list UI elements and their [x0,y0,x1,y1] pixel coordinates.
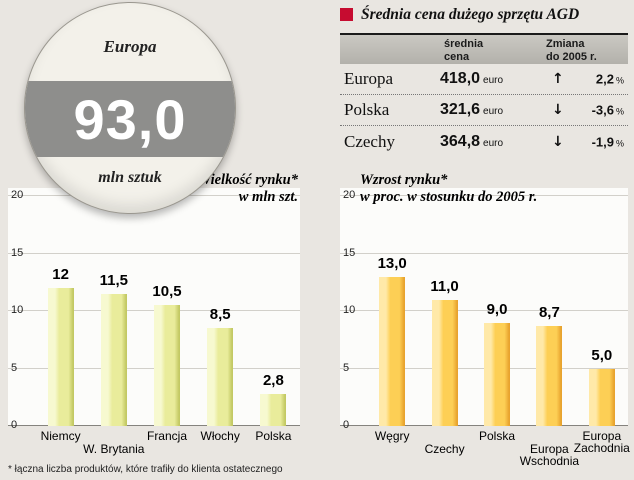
row-change-value: 2,2% [595,71,624,87]
y-axis-label: 10 [343,304,356,316]
bar-value-label: 8,7 [538,303,560,321]
bar [379,276,406,426]
y-axis-label: 10 [11,304,24,316]
y-axis-label: 15 [11,246,24,259]
y-axis-label: 5 [343,361,350,374]
row-currency-label: euro [483,75,504,87]
x-axis-label: W. Brytania [83,442,145,456]
trend-down-icon: ↓ [552,102,564,119]
column-header-change: Zmiana do 2005 r. [546,38,597,64]
table-row: Europa 418,0 euro ↑ 2,2% [340,64,628,96]
bar-value-label: 12 [52,266,69,283]
row-percent-label: % [615,106,624,117]
footnote: * łączna liczba produktów, które trafiły… [8,464,283,475]
x-axis-label: Europa Zachodnia [573,429,630,455]
price-table-column-headers: średnia cena Zmiana do 2005 r. [340,35,628,65]
x-axis-label: Polska [478,429,516,443]
bar [207,328,234,426]
badge-region-label: Europa [103,37,157,56]
trend-down-icon: ↓ [552,133,564,150]
x-axis-label: Polska [255,429,292,443]
gridline [8,252,300,254]
row-price-value: 321,6 euro [440,101,504,119]
row-percent-label: % [615,75,624,86]
trend-up-icon: ↑ [552,71,564,88]
bar-value-label: 9,0 [486,300,508,318]
row-country-label: Europa [344,69,394,89]
badge-unit-label: mln sztuk [98,169,162,186]
x-axis-label: Francja [146,429,187,443]
row-country-label: Polska [344,100,390,120]
europe-total-badge: Europa 93,0 mln sztuk [24,2,236,214]
row-currency-label: euro [483,137,504,149]
market-growth-chart-title: Wzrost rynku* w proc. w stosunku do 2005… [360,172,538,205]
x-axis-label: Czechy [424,442,465,456]
table-row: Polska 321,6 euro ↓ -3,6% [340,95,628,127]
column-header-price: średnia cena [444,38,484,64]
bar-value-label: 5,0 [591,346,613,364]
badge-value: 93,0 [73,87,187,151]
row-change-value: -1,9% [591,134,624,150]
x-axis-label: Europa Wschodnia [519,442,580,468]
y-axis-label: 15 [343,246,356,259]
gridline [340,195,628,196]
bar [431,299,458,426]
bar-value-label: 11,5 [99,271,128,289]
gridline [340,310,628,311]
row-currency-label: euro [483,106,504,118]
price-table-rows: Europa 418,0 euro ↑ 2,2% Polska 321,6 euro ↓ -3,6… [340,64,628,157]
price-table-grid: średnia cena Zmiana do 2005 r. Europa 418… [340,33,628,157]
row-price-value: 364,8 euro [440,132,504,150]
bar [536,325,563,426]
row-price-value: 418,0 euro [440,70,504,88]
y-axis-label: 20 [343,189,356,201]
bar [260,393,287,426]
badge-value-band: 93,0 [25,81,235,157]
bar [100,293,127,426]
table-row: Czechy 364,8 euro ↓ -1,9% [340,126,628,157]
y-axis-label: 0 [343,419,350,431]
y-axis-label: 0 [11,419,18,431]
row-country-label: Czechy [344,131,395,151]
bar-value-label: 2,8 [262,371,284,389]
x-axis-label: Włochy [200,429,240,443]
price-table-title: Średnia cena dużego sprzętu AGD [361,6,580,23]
market-growth-chart-x-labels: Węgry Czechy Polska Europa Wschodnia Europa … [340,429,630,477]
x-axis-label: Niemcy [40,429,81,443]
market-growth-chart: 0 5 10 15 20 13,0 11,0 9,0 8,7 5,0 [340,188,628,431]
y-axis-label: 20 [11,189,24,201]
market-size-chart: 0 5 10 15 20 12 11,5 10,5 8,5 2,8 [8,188,300,431]
red-square-icon [340,8,353,21]
bar-value-label: 10,5 [152,283,182,301]
bar [47,288,74,426]
price-table: Średnia cena dużego sprzętu AGD średnia … [340,6,628,157]
x-axis-label: Węgry [374,429,410,443]
row-percent-label: % [615,138,624,149]
market-size-chart-title: Wielkość rynku* w mln szt. [198,172,298,205]
bar-value-label: 8,5 [209,306,231,324]
bar [588,368,615,426]
gridline [340,252,628,254]
y-axis-label: 5 [11,361,18,374]
market-size-chart-x-labels: Niemcy W. Brytania Francja Włochy Polska [8,429,300,477]
price-table-heading: Średnia cena dużego sprzętu AGD [340,6,628,23]
bar-value-label: 13,0 [377,254,407,272]
row-change-value: -3,6% [591,102,624,118]
bar [484,322,510,426]
bar-value-label: 11,0 [430,277,459,295]
bar [154,305,180,426]
